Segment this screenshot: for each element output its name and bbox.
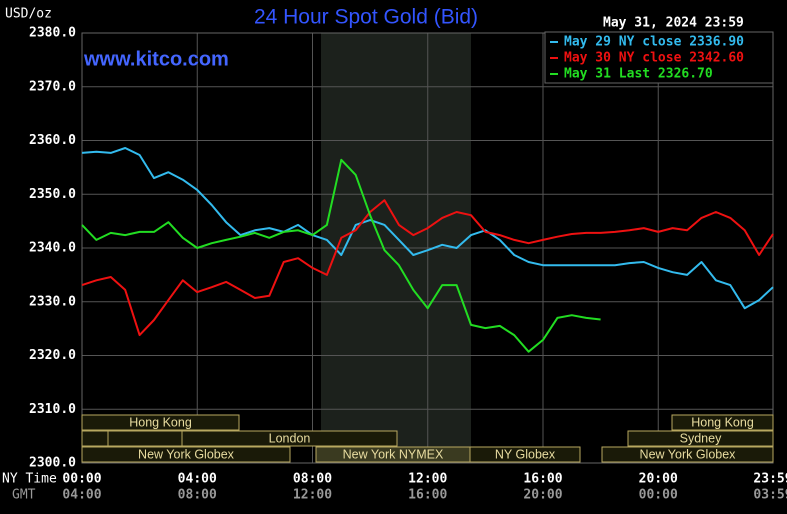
legend-label: May 30 NY close 2342.60 <box>564 51 744 66</box>
session-label: New York Globex <box>640 447 737 461</box>
session-box <box>601 446 774 463</box>
session-box <box>81 446 291 463</box>
x-tick-label: 00:00 <box>62 472 101 487</box>
session-box <box>627 430 774 447</box>
x-axis-label: NY Time <box>2 472 57 487</box>
x-tick-label-gmt: 16:00 <box>408 488 447 503</box>
y-tick-label: 2330.0 <box>29 294 76 309</box>
session-box <box>81 414 240 431</box>
x-tick-label: 12:00 <box>408 472 447 487</box>
x-tick-label: 04:00 <box>178 472 217 487</box>
legend-label: May 29 NY close 2336.90 <box>564 35 744 50</box>
y-tick-label: 2370.0 <box>29 79 76 94</box>
x-axis-label-secondary: GMT <box>12 488 36 503</box>
session-box <box>81 430 109 447</box>
y-tick-label: 2300.0 <box>29 456 76 471</box>
watermark: www.kitco.com <box>83 48 229 70</box>
session-label: NY Globex <box>495 447 556 461</box>
session-label: London <box>269 431 311 445</box>
legend-box <box>544 31 774 84</box>
x-tick-label: 23:59 <box>753 472 787 487</box>
x-tick-label-gmt: 20:00 <box>523 488 562 503</box>
y-tick-label: 2350.0 <box>29 187 76 202</box>
session-box <box>181 430 398 447</box>
y-tick-label: 2380.0 <box>29 26 76 41</box>
session-box <box>469 446 581 463</box>
session-box <box>107 430 183 447</box>
x-tick-label-gmt: 08:00 <box>178 488 217 503</box>
y-tick-label: 2320.0 <box>29 348 76 363</box>
session-box <box>671 414 774 431</box>
chart-title: 24 Hour Spot Gold (Bid) <box>254 6 478 29</box>
timestamp: May 31, 2024 23:59 <box>603 16 744 31</box>
plot-frame <box>81 32 774 464</box>
x-tick-label-gmt: 03:59 <box>753 488 787 503</box>
x-tick-label-gmt: 00:00 <box>639 488 678 503</box>
session-label: New York Globex <box>138 447 235 461</box>
legend-label: May 31 Last 2326.70 <box>564 67 713 82</box>
series-line <box>81 199 774 337</box>
x-tick-label: 16:00 <box>523 472 562 487</box>
x-tick-label-gmt: 04:00 <box>62 488 101 503</box>
session-label: Sydney <box>680 431 722 445</box>
y-tick-label: 2310.0 <box>29 402 76 417</box>
unit-label: USD/oz <box>5 7 52 22</box>
x-tick-label: 20:00 <box>639 472 678 487</box>
series-line <box>81 158 601 353</box>
series-line <box>81 147 774 310</box>
session-label: Hong Kong <box>691 415 754 429</box>
plot-background <box>81 32 774 464</box>
x-tick-label-gmt: 12:00 <box>293 488 332 503</box>
session-label: Hong Kong <box>129 415 192 429</box>
session-label: New York NYMEX <box>343 447 444 461</box>
y-tick-label: 2340.0 <box>29 241 76 256</box>
y-tick-label: 2360.0 <box>29 133 76 148</box>
x-tick-label: 08:00 <box>293 472 332 487</box>
